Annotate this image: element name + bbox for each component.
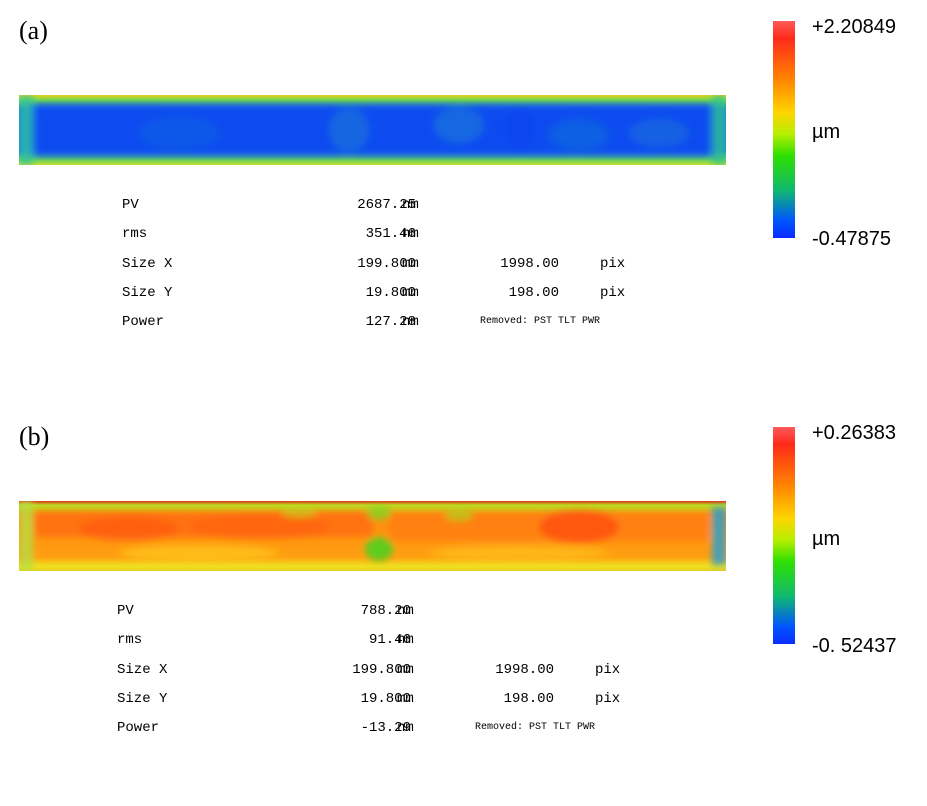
- stat-name: Size Y: [117, 691, 168, 707]
- stat-value: 127.28: [365, 314, 416, 330]
- colorbar-max-label: +0.26383: [812, 422, 896, 444]
- stat-row-size-y: Size Y 19.800 mm 198.00 pix: [117, 691, 677, 711]
- stat-unit: mm: [402, 285, 419, 301]
- stat-unit: nm: [402, 226, 419, 242]
- stat-pix-unit: pix: [595, 662, 621, 678]
- stat-pix-value: 1998.00: [495, 662, 554, 678]
- surface-map: [19, 501, 726, 571]
- stat-value: 2687.25: [357, 197, 416, 213]
- stat-unit: nm: [397, 720, 414, 736]
- stat-value: 199.800: [352, 662, 411, 678]
- stat-name: Size X: [117, 662, 168, 678]
- panel-b: (b): [0, 406, 927, 806]
- stat-row-pv: PV 2687.25 nm: [122, 197, 682, 217]
- stat-unit: mm: [402, 256, 419, 272]
- stat-row-rms: rms 351.46 nm: [122, 226, 682, 246]
- colorbar-min-label: -0.47875: [812, 228, 891, 250]
- stat-row-size-y: Size Y 19.800 mm 198.00 pix: [122, 285, 682, 305]
- stat-pix-unit: pix: [600, 285, 626, 301]
- colorbar: [773, 21, 795, 238]
- stat-name: PV: [122, 197, 139, 213]
- stat-name: Size Y: [122, 285, 173, 301]
- stat-name: Power: [122, 314, 165, 330]
- stat-value: 199.800: [357, 256, 416, 272]
- stat-value: 19.800: [360, 691, 411, 707]
- stat-unit: nm: [402, 197, 419, 213]
- stat-name: rms: [117, 632, 143, 648]
- stat-row-size-x: Size X 199.800 mm 1998.00 pix: [117, 662, 677, 682]
- stat-name: Size X: [122, 256, 173, 272]
- stat-row-power: Power -13.29 nm Removed: PST TLT PWR: [117, 720, 677, 740]
- colorbar-unit-label: µm: [812, 121, 841, 143]
- stat-name: PV: [117, 603, 134, 619]
- panel-label: (b): [19, 422, 50, 451]
- stat-pix-value: 1998.00: [500, 256, 559, 272]
- surface-map: [19, 95, 726, 165]
- stat-unit: nm: [402, 314, 419, 330]
- stat-row-size-x: Size X 199.800 mm 1998.00 pix: [122, 256, 682, 276]
- colorbar: [773, 427, 795, 644]
- panel-label: (a): [19, 16, 48, 45]
- stat-value: 351.46: [365, 226, 416, 242]
- stat-name: Power: [117, 720, 160, 736]
- stat-pix-value: 198.00: [508, 285, 559, 301]
- stat-unit: mm: [397, 691, 414, 707]
- stat-row-rms: rms 91.46 nm: [117, 632, 677, 652]
- colorbar-max-label: +2.20849: [812, 16, 896, 38]
- stat-value: 788.20: [360, 603, 411, 619]
- stat-unit: mm: [397, 662, 414, 678]
- removed-note: Removed: PST TLT PWR: [480, 316, 601, 327]
- colorbar-unit-label: µm: [812, 528, 841, 550]
- stat-value: -13.29: [360, 720, 411, 736]
- panel-a: (a) +2.20849 µm -0.478: [0, 0, 927, 400]
- stat-unit: nm: [397, 603, 414, 619]
- stat-unit: nm: [397, 632, 414, 648]
- stat-name: rms: [122, 226, 148, 242]
- stat-value: 91.46: [368, 632, 411, 648]
- stat-pix-value: 198.00: [503, 691, 554, 707]
- stat-row-power: Power 127.28 nm Removed: PST TLT PWR: [122, 314, 682, 334]
- stat-pix-unit: pix: [595, 691, 621, 707]
- stat-pix-unit: pix: [600, 256, 626, 272]
- removed-note: Removed: PST TLT PWR: [475, 722, 596, 733]
- colorbar-min-label: -0. 52437: [812, 635, 897, 657]
- stat-row-pv: PV 788.20 nm: [117, 603, 677, 623]
- stat-value: 19.800: [365, 285, 416, 301]
